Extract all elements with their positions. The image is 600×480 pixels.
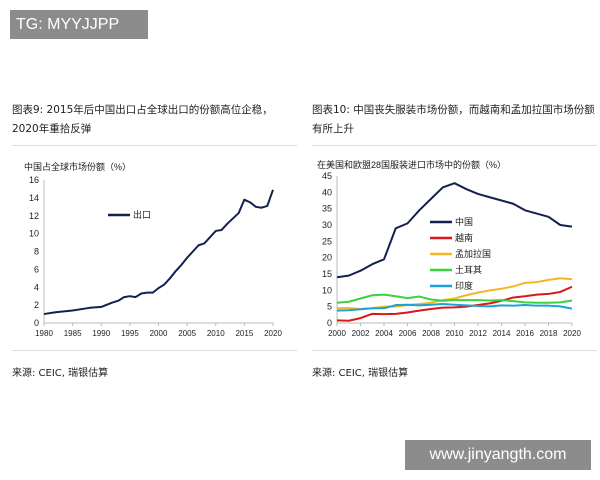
y-tick-label: 0 (327, 318, 332, 328)
y-tick-label: 10 (29, 229, 39, 239)
legend-label-2: 孟加拉国 (455, 248, 491, 259)
y-tick-label: 6 (34, 264, 39, 274)
x-tick-label: 2006 (399, 329, 417, 338)
x-tick-label: 2002 (352, 329, 370, 338)
legend-label-1: 越南 (455, 232, 473, 243)
right-chart: 在美国和欧盟28国服装进口市场中的份额（%） 0 5 10 15 20 25 30 35 40 45… (317, 159, 581, 338)
left-divider-top (12, 145, 297, 146)
right-divider-top (312, 145, 597, 146)
x-tick-label: 2020 (563, 329, 581, 338)
y-tick-label: 12 (29, 211, 39, 221)
x-tick-label: 1985 (64, 329, 82, 338)
y-tick-label: 35 (322, 204, 332, 214)
legend-label-0: 出口 (133, 209, 151, 220)
series-line-0 (336, 182, 573, 279)
y-tick-label: 20 (322, 253, 332, 263)
left-chart-title: 图表9: 2015年后中国出口占全球出口的份额高位企稳，2020年重拾反弹 (12, 104, 273, 135)
series-line-4 (336, 303, 573, 312)
left-chart-source: 来源: CEIC, 瑞银估算 (12, 368, 109, 379)
y-tick-label: 40 (322, 187, 332, 197)
legend-label-0: 中国 (455, 216, 473, 227)
x-tick-label: 2010 (446, 329, 464, 338)
y-tick-label: 8 (34, 247, 39, 257)
x-tick-label: 2014 (493, 329, 511, 338)
x-tick-label: 2005 (178, 329, 196, 338)
y-tick-label: 5 (327, 302, 332, 312)
legend-label-3: 土耳其 (455, 264, 482, 275)
y-tick-label: 0 (34, 318, 39, 328)
left-chart: 中国占全球市场份额（%） 0 2 4 6 8 10 12 14 16 1980 1985 1990 199… (24, 161, 282, 338)
x-tick-label: 2000 (150, 329, 168, 338)
x-tick-label: 2018 (540, 329, 558, 338)
y-tick-label: 15 (322, 269, 332, 279)
y-axis-label: 在美国和欧盟28国服装进口市场中的份额（%） (317, 159, 506, 170)
series-line-0 (43, 189, 274, 316)
y-tick-label: 10 (322, 285, 332, 295)
x-tick-label: 2020 (264, 329, 282, 338)
y-tick-label: 30 (322, 220, 332, 230)
y-tick-label: 25 (322, 236, 332, 246)
y-tick-label: 14 (29, 193, 39, 203)
left-divider-bottom (12, 350, 297, 351)
right-chart-title: 图表10: 中国丧失服装市场份额，而越南和孟加拉国市场份额有所上升 (312, 104, 595, 135)
x-tick-label: 2008 (422, 329, 440, 338)
x-tick-label: 2012 (469, 329, 487, 338)
watermark-top: TG: MYYJJPP (10, 10, 148, 39)
x-tick-label: 1990 (92, 329, 110, 338)
legend-label-4: 印度 (455, 280, 473, 291)
right-divider-bottom (312, 350, 597, 351)
series-line-3 (336, 293, 573, 304)
y-tick-label: 4 (34, 282, 39, 292)
x-tick-label: 1980 (35, 329, 53, 338)
x-tick-label: 2010 (207, 329, 225, 338)
x-tick-label: 2004 (375, 329, 393, 338)
x-tick-label: 1995 (121, 329, 139, 338)
right-chart-source: 来源: CEIC, 瑞银估算 (312, 368, 409, 379)
x-tick-label: 2015 (235, 329, 253, 338)
x-tick-label: 2000 (328, 329, 346, 338)
y-axis-label: 中国占全球市场份额（%） (24, 161, 131, 172)
y-tick-label: 16 (29, 175, 39, 185)
y-tick-label: 2 (34, 300, 39, 310)
watermark-bottom: www.jinyangth.com (405, 440, 591, 470)
x-tick-label: 2016 (516, 329, 534, 338)
y-tick-label: 45 (322, 171, 332, 181)
series-line-1 (336, 285, 573, 322)
